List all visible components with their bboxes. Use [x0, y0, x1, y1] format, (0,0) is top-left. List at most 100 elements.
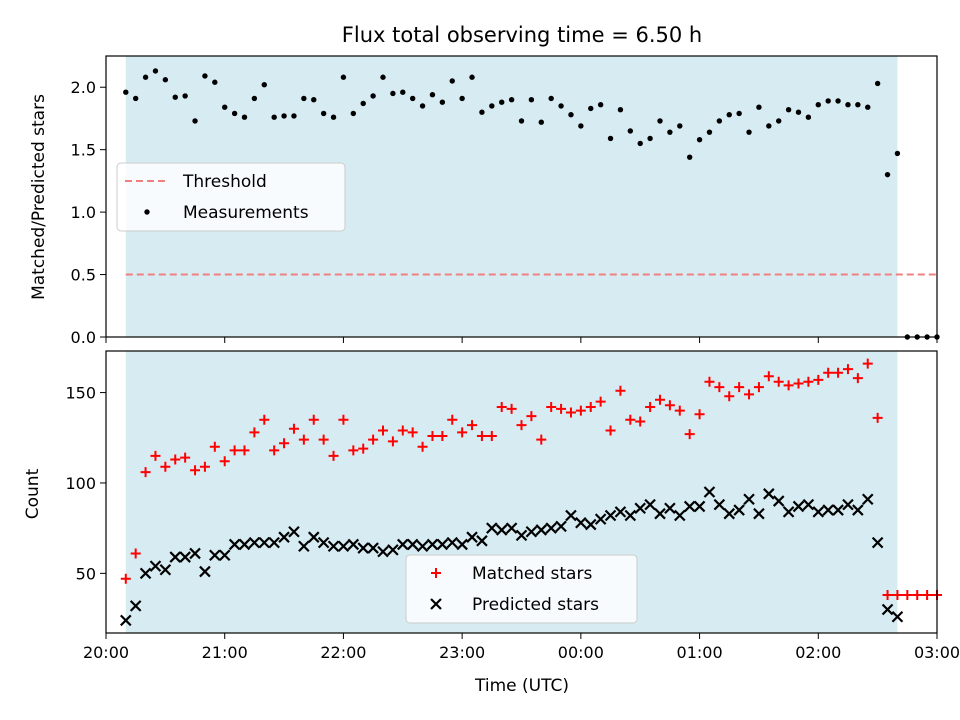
data-point — [882, 590, 893, 601]
data-point — [862, 358, 873, 369]
data-point — [469, 74, 475, 80]
data-point — [248, 536, 261, 549]
data-point — [536, 434, 547, 445]
data-point — [278, 531, 290, 543]
data-point — [505, 522, 518, 534]
data-point — [588, 105, 594, 112]
series-matched-stars — [120, 358, 942, 601]
data-point — [251, 95, 258, 102]
data-point — [703, 486, 716, 498]
data-point — [419, 103, 426, 109]
data-point — [426, 538, 439, 551]
data-point — [637, 140, 643, 147]
data-point — [597, 102, 604, 108]
data-point — [486, 522, 498, 534]
data-point — [693, 500, 706, 513]
data-point — [812, 506, 825, 518]
data-point — [222, 104, 228, 110]
data-point — [397, 425, 408, 436]
data-point — [852, 504, 864, 516]
y-tick-label: 150 — [65, 384, 96, 403]
legend-marker — [144, 209, 150, 215]
data-point — [872, 412, 883, 423]
data-point — [881, 603, 894, 616]
legend-marker — [430, 598, 442, 610]
data-point — [123, 89, 129, 95]
data-point — [842, 498, 854, 511]
data-point — [318, 434, 329, 445]
bottom-y-axis-label: Count — [23, 468, 43, 519]
y-tick-label: 2.0 — [71, 78, 96, 97]
data-point — [654, 507, 666, 520]
data-point — [694, 409, 705, 420]
data-point — [832, 504, 844, 516]
data-point — [526, 411, 537, 422]
data-point — [726, 111, 732, 118]
data-point — [199, 461, 210, 472]
data-point — [179, 551, 191, 563]
data-point — [159, 563, 172, 576]
data-point — [605, 425, 616, 436]
legend-frame — [405, 554, 638, 624]
y-tick-label: 1.0 — [71, 203, 96, 222]
data-point — [489, 103, 495, 109]
data-point — [704, 376, 715, 387]
data-point — [152, 68, 159, 74]
data-point — [130, 548, 141, 559]
data-point — [508, 97, 515, 103]
data-point — [855, 102, 861, 108]
data-point — [793, 378, 804, 389]
data-point — [802, 498, 815, 511]
data-point — [852, 373, 863, 384]
data-point — [308, 414, 319, 425]
data-point — [387, 436, 398, 447]
data-point — [861, 493, 874, 506]
data-point — [584, 518, 597, 531]
data-point — [607, 135, 614, 142]
data-point — [149, 560, 162, 572]
data-point — [763, 371, 774, 382]
data-point — [604, 509, 617, 522]
y-tick-label: 100 — [65, 474, 96, 493]
y-tick-label: 50 — [76, 564, 96, 583]
x-tick-label: 22:00 — [320, 643, 366, 662]
data-point — [202, 73, 208, 79]
data-point — [269, 445, 280, 456]
data-point — [634, 502, 646, 515]
data-point — [170, 454, 181, 465]
data-point — [615, 385, 626, 396]
top-panel: 0.0 0.5 1.0 1.5 2.0 Threshold Measurements — [71, 55, 940, 347]
data-point — [515, 529, 528, 542]
data-point — [655, 394, 665, 405]
data-point — [459, 95, 465, 102]
data-point — [291, 113, 297, 119]
data-point — [231, 110, 238, 117]
y-tick-label: 0.5 — [71, 266, 96, 285]
data-point — [409, 95, 416, 102]
data-point — [823, 367, 834, 378]
data-point — [288, 525, 300, 538]
y-tick-label: 1.5 — [71, 141, 96, 160]
data-point — [467, 420, 478, 431]
data-point — [320, 110, 327, 117]
data-point — [357, 542, 369, 554]
data-point — [160, 461, 171, 472]
data-point — [683, 500, 696, 513]
data-point — [753, 382, 764, 393]
data-point — [350, 110, 357, 117]
data-point — [714, 382, 725, 393]
data-point — [545, 522, 557, 534]
data-point — [617, 107, 624, 113]
plot-frame — [105, 55, 938, 338]
data-point — [871, 536, 884, 549]
data-point — [397, 538, 409, 551]
data-point — [261, 82, 267, 88]
data-point — [447, 414, 458, 425]
data-point — [723, 507, 736, 520]
data-point — [874, 80, 881, 87]
series-predicted-stars — [120, 486, 904, 627]
data-point — [575, 516, 587, 529]
data-point — [833, 367, 844, 378]
data-point — [558, 103, 564, 109]
